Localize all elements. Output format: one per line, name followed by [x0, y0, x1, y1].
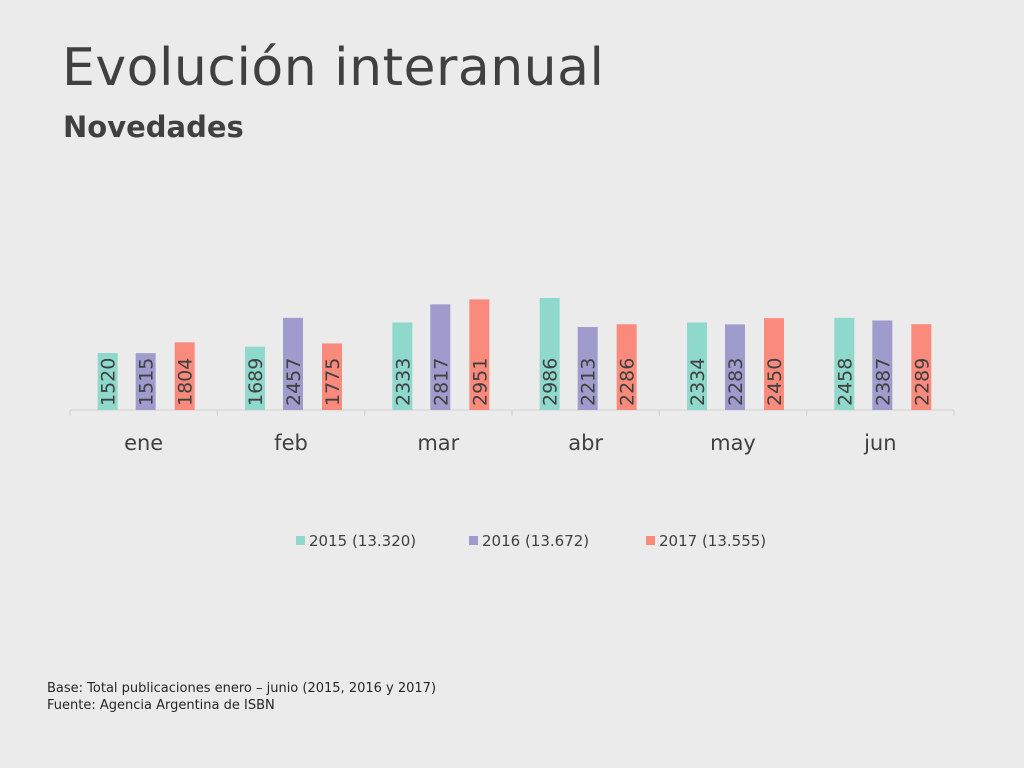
x-tick-label: mar — [417, 431, 459, 455]
page-subtitle: Novedades — [63, 110, 244, 144]
bar-data-label: 2289 — [911, 358, 933, 406]
legend-label: 2017 (13.555) — [659, 532, 766, 550]
bar-data-label: 2986 — [540, 358, 562, 406]
bar-data-label: 2457 — [283, 358, 305, 406]
bar — [97, 353, 118, 410]
bar-data-label: 2213 — [578, 358, 600, 406]
bar-data-label: 2333 — [392, 358, 414, 406]
legend-swatch — [646, 536, 655, 545]
bar — [135, 353, 156, 410]
bar-data-label: 2817 — [430, 358, 452, 406]
x-tick-label: abr — [568, 431, 603, 455]
bar — [469, 299, 490, 410]
x-tick-label: ene — [124, 431, 163, 455]
bar-data-label: 1775 — [322, 358, 344, 406]
legend-swatch — [296, 536, 305, 545]
bar — [577, 327, 598, 410]
bar — [392, 322, 413, 410]
bar-data-label: 1515 — [136, 358, 158, 406]
bar-data-label: 2334 — [687, 358, 709, 406]
bar-data-label: 2387 — [872, 358, 894, 406]
bar-data-label: 1804 — [175, 358, 197, 406]
page-title: Evolución interanual — [62, 38, 605, 98]
x-tick-label: jun — [863, 431, 896, 455]
bar-data-label: 1520 — [98, 358, 120, 406]
bar — [616, 324, 637, 410]
footer-source-note: Fuente: Agencia Argentina de ISBN — [47, 698, 275, 713]
bar-data-label: 2458 — [834, 358, 856, 406]
bar — [725, 324, 745, 410]
x-tick-label: may — [710, 431, 756, 455]
bar — [245, 346, 265, 410]
bar — [322, 343, 342, 410]
bar — [911, 324, 932, 410]
bar-chart: ene 1520 1515 1804 feb 1689 2457 1775 mar 2333 281… — [69, 298, 955, 550]
bar — [834, 317, 855, 410]
x-tick-label: feb — [274, 431, 308, 455]
bar — [687, 322, 707, 410]
footer-notes: Base: Total publicaciones enero – junio … — [47, 680, 436, 714]
bar — [283, 317, 303, 410]
legend-label: 2016 (13.672) — [482, 532, 589, 550]
bar — [539, 298, 560, 410]
legend-swatch — [469, 536, 478, 545]
bar — [764, 318, 784, 410]
bar-data-label: 2286 — [617, 358, 639, 406]
bar — [174, 342, 195, 410]
bar-data-label: 2450 — [764, 358, 786, 406]
footer-base-note: Base: Total publicaciones enero – junio … — [47, 681, 437, 696]
bar — [430, 304, 451, 410]
bar-data-label: 2283 — [725, 358, 747, 406]
bar-data-label: 1689 — [245, 358, 267, 406]
legend-label: 2015 (13.320) — [309, 532, 416, 550]
bar-data-label: 2951 — [469, 358, 491, 406]
bar — [872, 320, 893, 410]
